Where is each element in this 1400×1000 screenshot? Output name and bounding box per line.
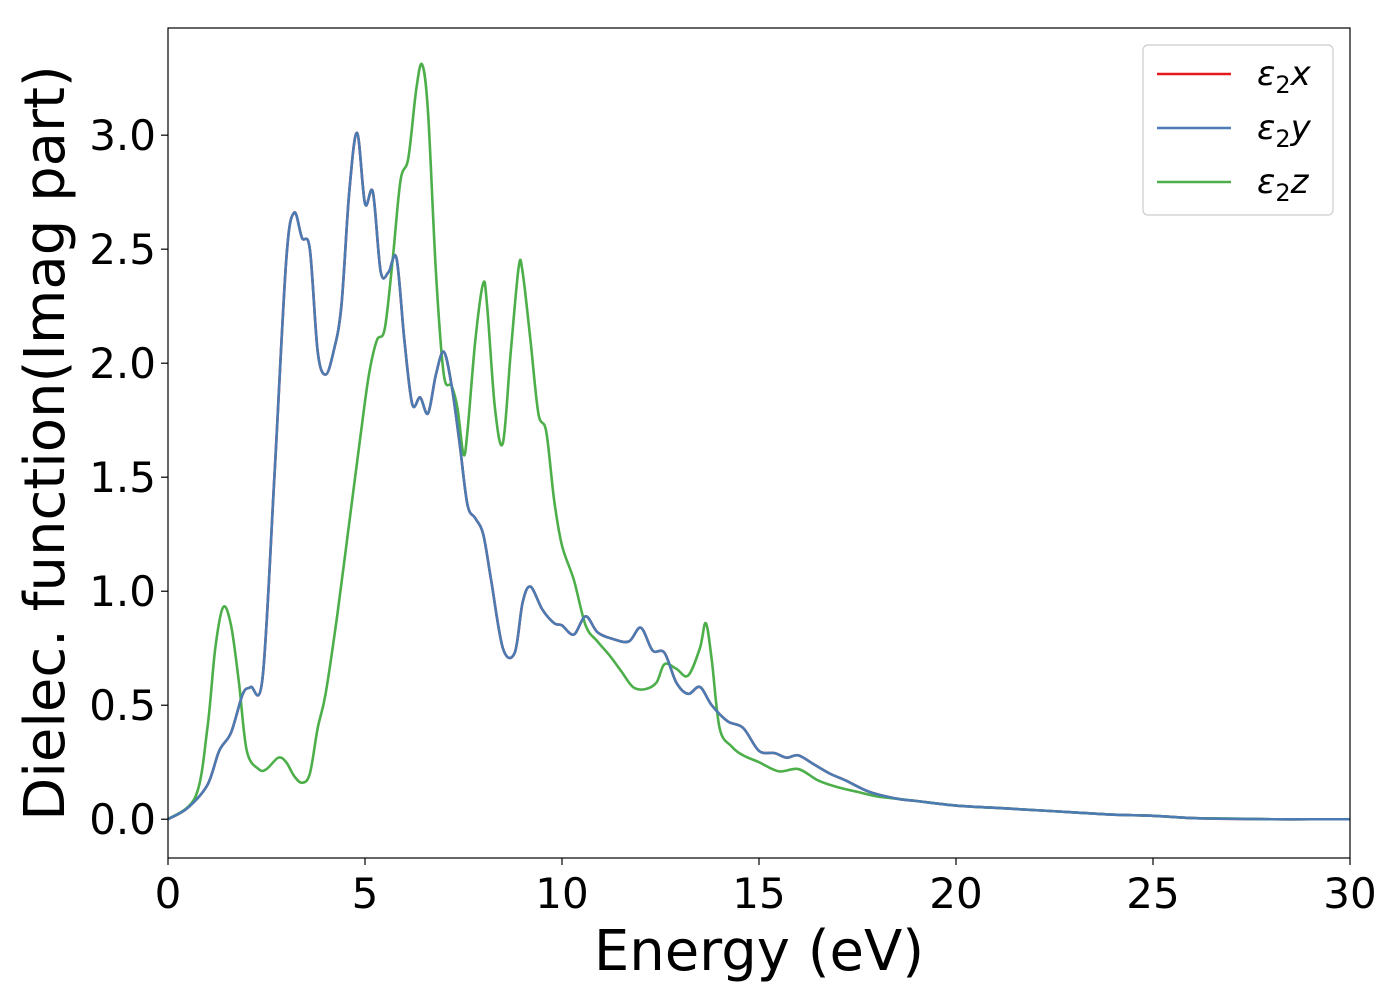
y-tick-label: 1.5 [89,453,156,502]
x-tick-label: 20 [929,869,982,918]
x-tick-label: 10 [535,869,588,918]
legend-entry-label: ε2z [1257,162,1310,207]
y-tick-label: 0.0 [89,795,156,844]
y-tick-label: 1.0 [89,567,156,616]
y-axis-label: Dielec. function(Imag part) [13,65,78,821]
x-tick-label: 30 [1323,869,1376,918]
legend: ε2x ε2y ε2z [1142,44,1334,216]
x-tick-label: 15 [732,869,785,918]
legend-entry-label: ε2x [1257,54,1312,99]
x-tick-label: 5 [352,869,379,918]
y-tick-label: 3.0 [89,111,156,160]
x-axis-ticks: 0 5 10 15 20 25 30 [155,858,1377,918]
y-axis-ticks: 0.0 0.5 1.0 1.5 2.0 2.5 3.0 [89,111,168,844]
y-tick-label: 2.0 [89,339,156,388]
x-tick-label: 25 [1126,869,1179,918]
legend-box [1142,44,1334,216]
y-tick-label: 2.5 [89,225,156,274]
series-line-y [168,131,1350,821]
legend-entry-label: ε2y [1257,108,1312,153]
series-line-z [168,62,1350,821]
series-lines [168,62,1350,821]
x-tick-label: 0 [155,869,182,918]
y-tick-label: 0.5 [89,681,156,730]
x-axis-label: Energy (eV) [594,919,924,984]
